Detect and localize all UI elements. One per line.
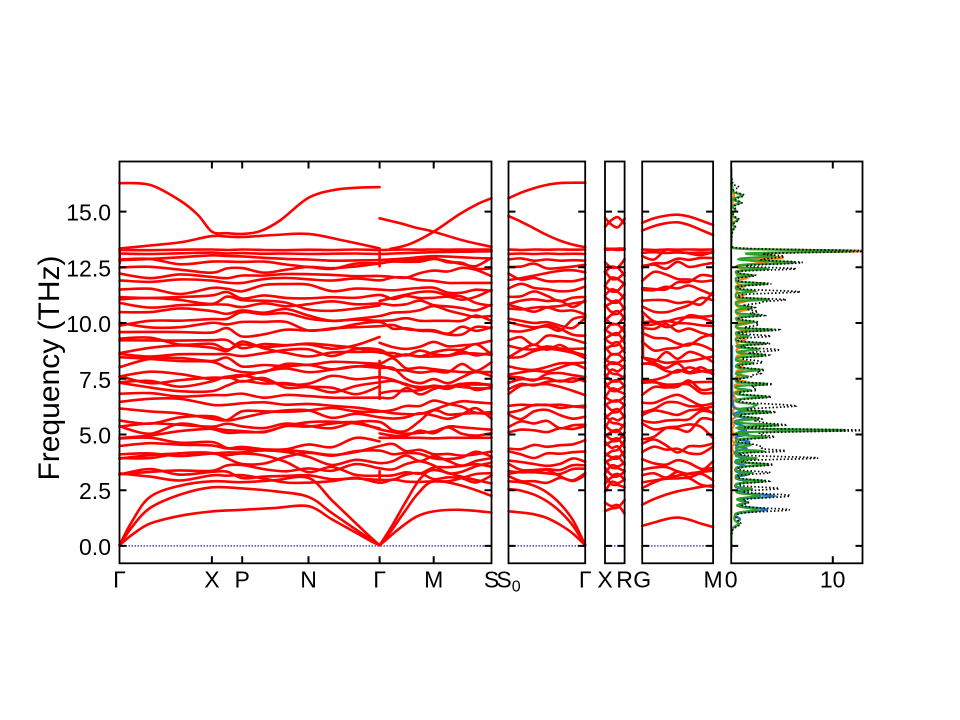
svg-text:S: S (484, 567, 499, 593)
svg-text:P: P (235, 567, 250, 593)
svg-text:Γ: Γ (579, 567, 592, 593)
svg-text:Γ: Γ (373, 567, 386, 593)
svg-text:X: X (204, 567, 219, 593)
svg-text:Γ: Γ (113, 567, 126, 593)
svg-text:Frequency (THz): Frequency (THz) (33, 255, 66, 480)
svg-text:15.0: 15.0 (66, 200, 111, 226)
svg-text:M: M (424, 567, 443, 593)
svg-text:0.0: 0.0 (79, 534, 111, 560)
svg-text:7.5: 7.5 (79, 367, 111, 393)
svg-text:10.0: 10.0 (66, 311, 111, 337)
svg-text:G: G (633, 567, 651, 593)
svg-text:M: M (704, 567, 723, 593)
svg-text:X: X (597, 567, 612, 593)
svg-text:12.5: 12.5 (66, 255, 111, 281)
svg-text:N: N (300, 567, 317, 593)
svg-text:2.5: 2.5 (79, 478, 111, 504)
svg-text:5.0: 5.0 (79, 423, 111, 449)
svg-text:0: 0 (725, 567, 738, 593)
svg-text:10: 10 (820, 567, 846, 593)
svg-text:R: R (616, 567, 633, 593)
